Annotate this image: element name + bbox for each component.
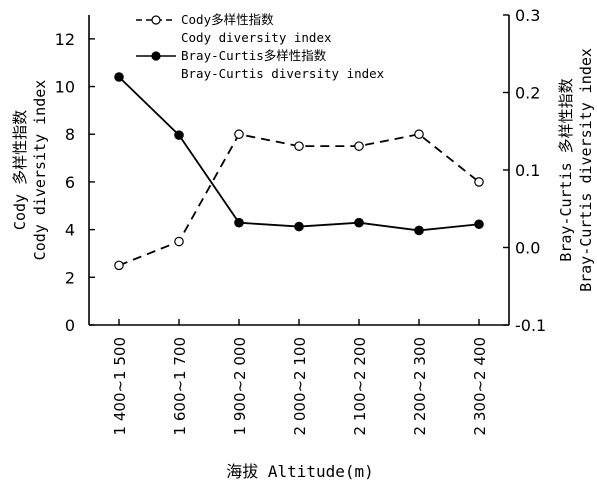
right-y-ticks: -0.1 0.0 0.1 0.2 0.3 [503,6,546,335]
legend: Cody多样性指数 Cody diversity index Bray-Curt… [136,12,385,81]
x-tick-label: 2 300~2 400 [471,337,489,435]
x-axis-title: 海拔 Altitude(m) [226,462,374,481]
series-1-point [474,219,484,230]
legend-cody-label-en: Cody diversity index [181,30,332,45]
x-tick-label: 2 200~2 300 [411,337,429,435]
left-y-ticks: 0 2 4 6 8 10 12 [55,30,95,335]
right-y-tick-label: 0.2 [515,84,540,103]
series-1-point [414,225,424,236]
series-1-point [294,221,304,232]
right-y-axis-title: Bray-Curtis 多样性指数 Bray-Curtis diversity … [557,48,595,292]
series-line-0 [118,133,480,267]
series-0-point [174,236,184,247]
legend-cody-label: Cody多样性指数 [181,12,274,27]
series-0-point [234,129,244,140]
left-y-tick-label: 6 [65,173,75,192]
x-tick-label: 1 900~2 000 [231,337,249,435]
x-tick-label: 2 100~2 200 [351,337,369,435]
series-1-point [354,217,364,228]
legend-bray-label: Bray-Curtis多样性指数 [181,48,327,63]
legend-bray-marker [151,51,161,61]
left-y-tick-label: 12 [55,30,75,49]
legend-bray-label-en: Bray-Curtis diversity index [181,66,385,81]
left-y-tick-label: 10 [55,78,75,97]
left-y-axis-title: Cody 多样性指数 Cody diversity index [11,80,49,261]
x-tick-label: 1 600~1 700 [171,337,189,435]
right-y-title-zh: Bray-Curtis 多样性指数 [557,78,575,261]
left-y-title-zh: Cody 多样性指数 [11,110,29,230]
x-tick-label: 1 400~1 500 [111,337,129,435]
left-y-tick-label: 4 [65,221,75,240]
left-y-tick-label: 2 [65,268,75,287]
series-0-point [114,260,124,271]
right-y-tick-label: 0.1 [515,161,540,180]
right-y-tick-label: 0.3 [515,6,540,25]
right-y-tick-label: -0.1 [515,316,546,335]
x-tick-label: 2 000~2 100 [291,337,309,435]
series-1-point [234,217,244,228]
left-y-tick-label: 0 [65,316,75,335]
series-0-point [474,177,484,187]
legend-cody-marker [151,15,161,25]
left-y-title-en: Cody diversity index [31,80,49,261]
series-0-point [414,129,424,140]
left-y-tick-label: 8 [65,125,75,144]
series-layer [114,72,484,271]
series-line-1 [118,76,480,232]
series-1-point [114,72,124,82]
right-y-title-en: Bray-Curtis diversity index [577,48,595,292]
series-0-point [354,141,364,151]
right-y-tick-label: 0.0 [515,239,540,258]
x-ticks: 1 400~1 500 1 600~1 700 1 900~2 000 2 000~2… [111,319,489,435]
series-0-point [294,141,304,151]
series-1-point [174,130,184,140]
